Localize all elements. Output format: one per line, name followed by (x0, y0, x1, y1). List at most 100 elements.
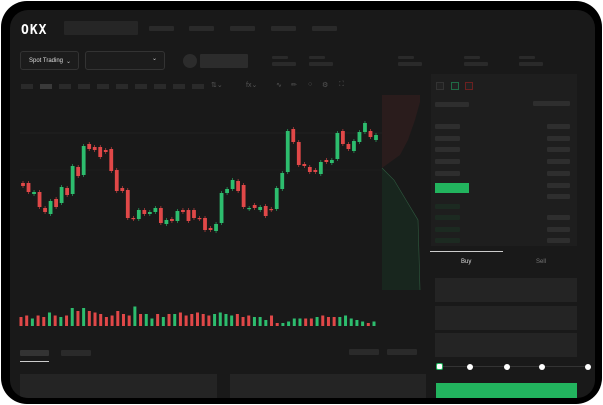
market-type-label: Spot Trading (29, 57, 64, 64)
candle (43, 208, 47, 212)
volume-bar (372, 321, 376, 326)
chevron-down-icon: ⌄ (151, 56, 157, 62)
tab-buy[interactable]: Buy (461, 259, 472, 265)
fullscreen-icon[interactable]: ⛶ (339, 81, 344, 88)
price-input[interactable] (435, 278, 577, 302)
search-bar[interactable] (64, 21, 138, 35)
volume-bar (59, 317, 63, 326)
ruler-icon[interactable]: ✏ (291, 82, 297, 89)
candle (48, 201, 53, 214)
candle (280, 173, 285, 189)
candle (76, 167, 81, 176)
candle (37, 192, 42, 207)
slider-stop-25[interactable] (467, 364, 473, 370)
filter-button[interactable] (349, 349, 379, 355)
candle (203, 218, 207, 230)
volume-bar (47, 312, 51, 326)
nav-item[interactable] (149, 26, 174, 31)
interval-button[interactable] (78, 84, 90, 89)
nav-item[interactable] (189, 26, 214, 31)
market-type-select[interactable]: Spot Trading ⌄ (20, 51, 79, 70)
nav-item[interactable] (271, 26, 296, 31)
stat (519, 62, 543, 66)
candle (352, 141, 356, 151)
candle (120, 188, 125, 191)
interval-button[interactable] (173, 84, 185, 89)
candle (103, 150, 108, 152)
interval-button[interactable] (97, 84, 109, 89)
settings-icon[interactable]: ⚙ (322, 82, 329, 89)
volume-bar (127, 315, 131, 326)
ask-amount (547, 171, 570, 176)
orderbook-asks-icon[interactable] (465, 82, 473, 90)
candle (26, 183, 31, 192)
slider-stop-100[interactable] (585, 364, 591, 370)
candle (114, 170, 119, 191)
slider-stop-50[interactable] (504, 364, 510, 370)
candle (313, 170, 318, 172)
filter-button[interactable] (387, 349, 417, 355)
indicator-icon[interactable]: fx⌄ (246, 82, 258, 89)
bid-price (435, 238, 460, 243)
volume-bar (309, 318, 313, 326)
candle (296, 142, 301, 165)
volume-bar (366, 323, 370, 326)
camera-icon[interactable]: ○ (308, 81, 313, 88)
candle (147, 212, 152, 214)
interval-button[interactable] (135, 84, 147, 89)
candle (219, 193, 224, 223)
nav-item[interactable] (230, 26, 255, 31)
buy-button[interactable] (436, 383, 577, 398)
orderbook-bids-icon[interactable] (451, 82, 459, 90)
volume-bar (65, 315, 69, 326)
amount-slider[interactable] (440, 366, 590, 367)
volume-bar (156, 314, 160, 326)
volume-bar (292, 318, 296, 326)
interval-button[interactable] (40, 84, 52, 89)
stat (272, 62, 296, 66)
interval-button[interactable] (116, 84, 128, 89)
volume-bar (332, 317, 336, 326)
volume-bar (298, 318, 302, 326)
tab-open-orders[interactable] (20, 350, 49, 356)
volume-bar (355, 320, 359, 326)
last-price-highlight (435, 183, 469, 193)
interval-button[interactable] (192, 84, 204, 89)
amount-input[interactable] (435, 306, 577, 330)
slider-handle[interactable] (436, 363, 443, 370)
ask-price (435, 171, 460, 176)
depth-asks-area (382, 95, 420, 168)
slider-stop-75[interactable] (539, 364, 545, 370)
nav-item[interactable] (312, 26, 337, 31)
pair-select[interactable]: ⌄ (85, 51, 165, 70)
okx-logo[interactable]: OKX (21, 23, 48, 38)
interval-button[interactable] (21, 84, 33, 89)
volume-bar (213, 314, 217, 326)
volume-bar (270, 315, 274, 326)
volume-bar (321, 315, 325, 326)
total-input[interactable] (435, 333, 577, 357)
candlestick-chart[interactable] (10, 10, 595, 398)
candle (65, 188, 70, 195)
orderbook-both-icon[interactable] (436, 82, 444, 90)
volume-bar (196, 312, 199, 326)
tab-underline (20, 361, 49, 362)
interval-button[interactable] (59, 84, 71, 89)
volume-bar (241, 317, 245, 326)
candle (153, 208, 158, 212)
candle-type-icon[interactable]: ⇅⌄ (211, 82, 223, 89)
volume-bar (247, 315, 251, 326)
candle (302, 164, 307, 166)
volume-bar (230, 315, 234, 326)
bid-amount (547, 227, 570, 232)
volume-bar (304, 318, 308, 326)
tab-sell[interactable]: Sell (536, 259, 547, 265)
ask-amount (547, 136, 570, 141)
volume-bar (190, 314, 194, 326)
ask-price (435, 147, 460, 152)
volume-bar (99, 314, 103, 326)
interval-button[interactable] (154, 84, 166, 89)
tab-order-history[interactable] (61, 350, 91, 356)
line-tool-icon[interactable]: ∿ (276, 82, 282, 89)
candle (269, 209, 274, 211)
